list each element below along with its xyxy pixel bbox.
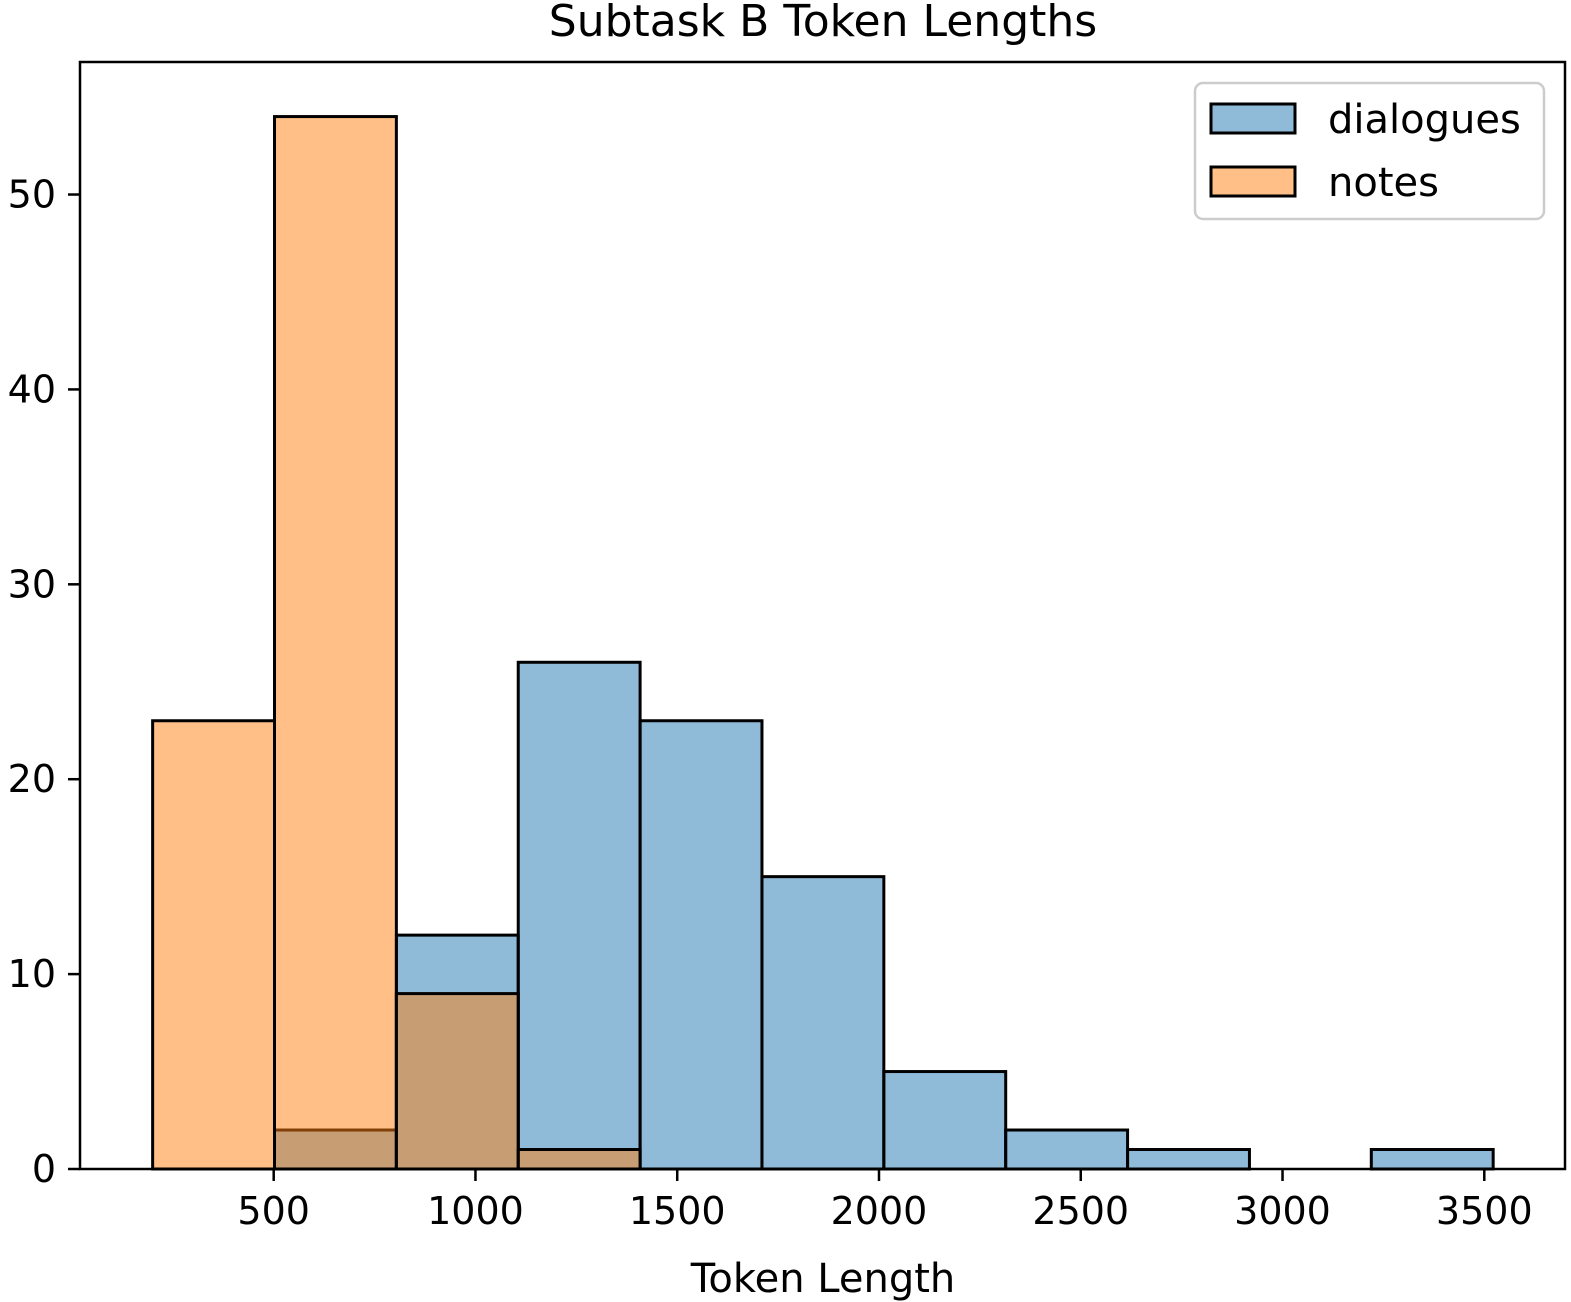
x-tick-label: 500 xyxy=(237,1189,310,1233)
dialogues-bar xyxy=(516,660,642,1171)
y-tick-label: 20 xyxy=(8,757,56,801)
legend-swatch-notes xyxy=(1209,165,1297,198)
axes-layer: 500 1000 1500 2000 2500 3000 3500 0 10 20 30 40 50 xyxy=(8,60,1567,1233)
notes-bar xyxy=(394,992,520,1171)
y-tick-label: 0 xyxy=(32,1147,56,1191)
dialogues-bar xyxy=(882,1070,1008,1171)
dialogues-bar xyxy=(760,875,886,1171)
x-tick-label: 3000 xyxy=(1234,1189,1331,1233)
x-axis-label: Token Length xyxy=(690,1256,956,1302)
dialogues-bar xyxy=(1369,1148,1495,1171)
legend-label-dialogues: dialogues xyxy=(1328,97,1521,143)
y-tick-label: 50 xyxy=(8,173,56,217)
bars-layer xyxy=(151,115,1495,1171)
chart-title: Subtask B Token Lengths xyxy=(549,0,1097,47)
legend-swatch-dialogues xyxy=(1209,102,1297,135)
legend: dialogues notes xyxy=(1193,81,1546,221)
notes-bar xyxy=(516,1148,642,1171)
x-tick-label: 1000 xyxy=(427,1189,524,1233)
x-tick-label: 2000 xyxy=(831,1189,928,1233)
y-tick-label: 40 xyxy=(8,367,56,411)
x-tick-label: 1500 xyxy=(629,1189,726,1233)
dialogues-bar xyxy=(1004,1128,1130,1171)
y-tick-label: 30 xyxy=(8,562,56,606)
series-notes xyxy=(151,115,642,1171)
dialogues-bar xyxy=(638,719,764,1171)
legend-label-notes: notes xyxy=(1328,160,1439,206)
notes-bar xyxy=(151,719,277,1171)
y-tick-label: 10 xyxy=(8,952,56,996)
x-tick-label: 2500 xyxy=(1032,1189,1129,1233)
dialogues-bar xyxy=(1126,1148,1251,1171)
plot-frame xyxy=(78,60,1567,1171)
x-tick-label: 3500 xyxy=(1436,1189,1533,1233)
notes-bar xyxy=(273,115,398,1171)
